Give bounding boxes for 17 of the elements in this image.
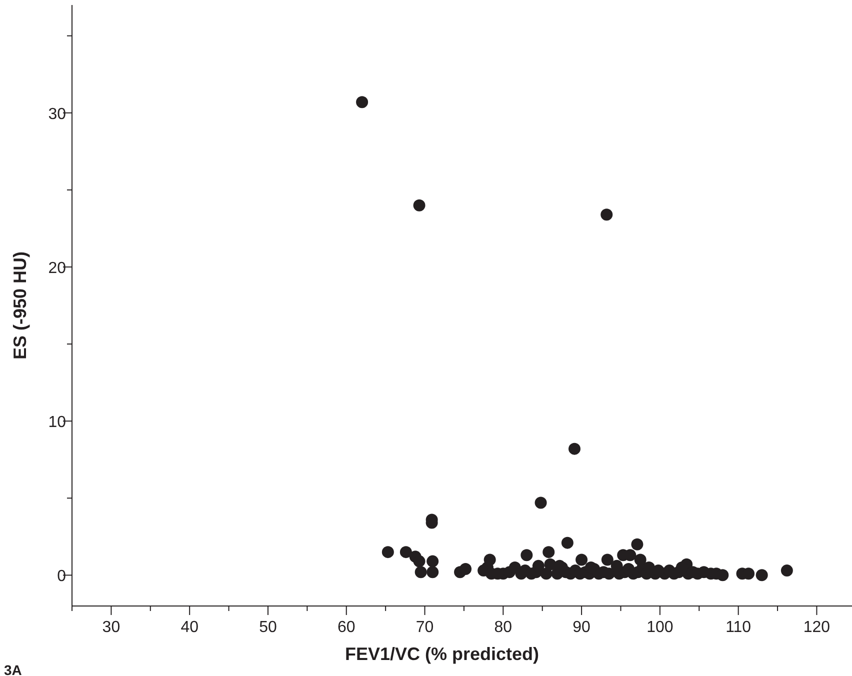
y-tick-label: 10 [48,414,66,432]
x-tick-label: 120 [803,619,830,636]
x-tick-label: 110 [726,619,752,636]
y-tick-label: 30 [48,106,66,123]
text: 3A [4,662,22,676]
x-tick-label: 100 [646,619,674,636]
x-tick-label: 80 [494,619,512,636]
x-tick-label: 50 [259,619,277,636]
x-tick-label: 40 [180,619,199,636]
y-tick-label: 0 [57,568,66,586]
x-tick-label: 90 [572,619,591,636]
x-tick-label: 70 [416,619,434,636]
y-axis-title: ES (-950 HU) [10,251,30,360]
y-tick-label: 20 [48,260,66,277]
x-tick-label: 30 [102,619,120,636]
x-axis-title: FEV1/VC (% predicted) [344,644,540,664]
x-tick-label: 60 [337,619,356,636]
